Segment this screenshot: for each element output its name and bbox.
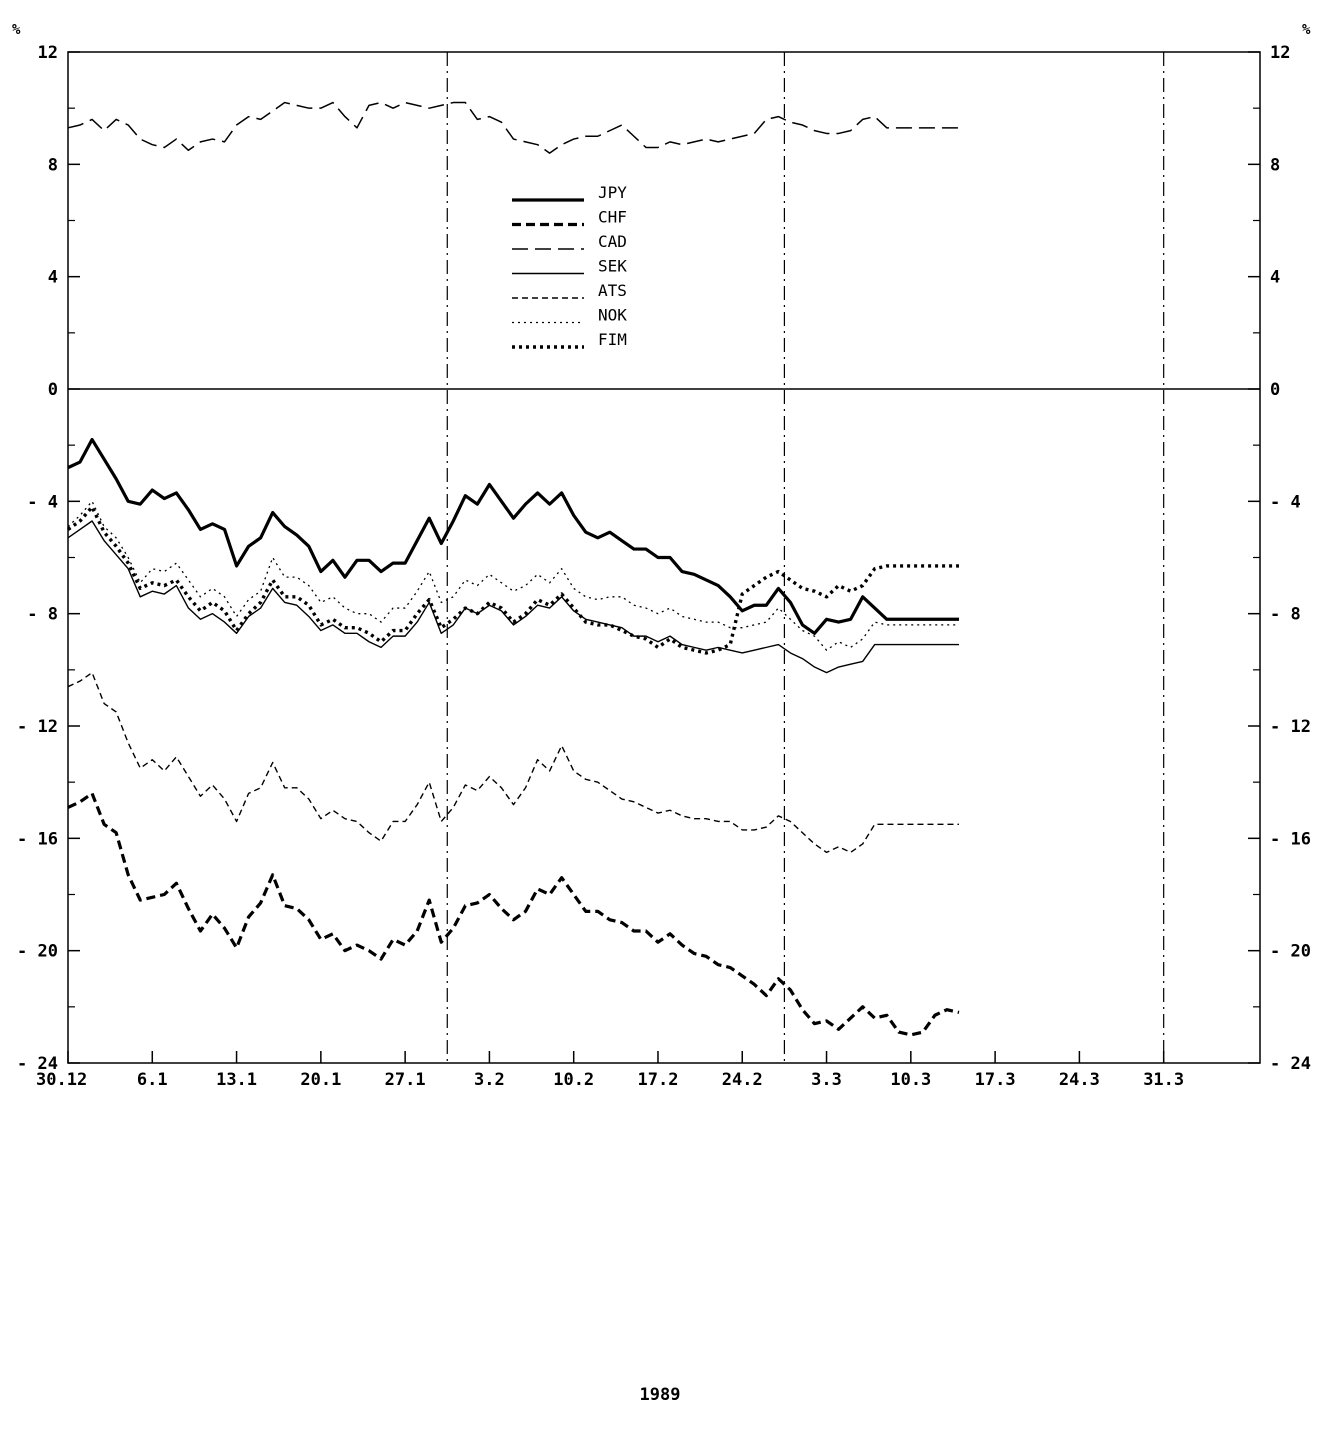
y-tick-label-right: 12 [1270,43,1290,63]
x-tick-label: 30.12 [36,1070,87,1090]
legend-label-cad: CAD [598,232,627,251]
y-unit-label-right: % [1302,22,1311,38]
x-tick-label: 6.1 [137,1070,168,1090]
legend-label-chf: CHF [598,208,627,227]
y-tick-label-right: - 4 [1270,492,1301,512]
series-line-sek [67,520,959,674]
x-tick-label: 24.3 [1059,1070,1100,1090]
y-tick-label-right: - 20 [1270,942,1311,962]
series-line-fim [67,505,959,655]
x-axis-title: 1989 [640,1385,681,1405]
legend-label-ats: ATS [598,281,627,300]
y-tick-label-right: 4 [1270,268,1280,288]
y-tick-label-left: - 24 [17,1054,58,1074]
y-tick-label-left: 12 [38,43,58,63]
axis-layer: 12 12 8 8 4 4 0 0 - 4 - 4 - 8 - 8 - 12 - 12 - 16 - 16 - … [17,43,1311,1090]
y-tick-label-right: 0 [1270,380,1280,400]
legend-label-sek: SEK [598,257,627,276]
x-tick-label: 27.1 [385,1070,426,1090]
series-layer [67,101,960,1037]
y-tick-label-left: 8 [48,155,58,175]
x-tick-label: 10.2 [553,1070,594,1090]
legend-label-jpy: JPY [598,183,627,202]
y-tick-label-right: - 12 [1270,717,1311,737]
y-tick-label-left: - 12 [17,717,58,737]
y-tick-label-left: - 20 [17,942,58,962]
series-line-jpy [67,437,959,635]
grid-layer [68,52,1260,1063]
y-tick-label-left: 0 [48,380,58,400]
y-tick-label-right: - 24 [1270,1054,1311,1074]
y-tick-label-left: - 8 [27,605,58,625]
x-tick-label: 13.1 [216,1070,257,1090]
x-tick-label: 10.3 [890,1070,931,1090]
y-unit-label-left: % [12,22,21,38]
y-tick-label-right: - 16 [1270,829,1311,849]
x-tick-label: 31.3 [1143,1070,1184,1090]
series-line-chf [67,791,960,1037]
y-tick-label-right: 8 [1270,155,1280,175]
y-tick-label-left: - 4 [27,492,58,512]
x-tick-label: 24.2 [722,1070,763,1090]
series-line-cad [67,101,959,154]
x-tick-label: 3.2 [474,1070,505,1090]
legend-label-fim: FIM [598,330,627,349]
x-tick-label: 17.2 [638,1070,679,1090]
y-tick-label-left: 4 [48,268,58,288]
y-tick-label-right: - 8 [1270,605,1301,625]
legend: JPY CHF CAD SEK ATS NOK FIM [512,183,627,349]
series-line-nok [67,500,959,651]
x-tick-label: 20.1 [300,1070,341,1090]
x-tick-label: 3.3 [811,1070,842,1090]
x-tick-label: 17.3 [975,1070,1016,1090]
y-tick-label-left: - 16 [17,829,58,849]
series-line-ats [67,671,959,854]
legend-label-nok: NOK [598,306,627,325]
